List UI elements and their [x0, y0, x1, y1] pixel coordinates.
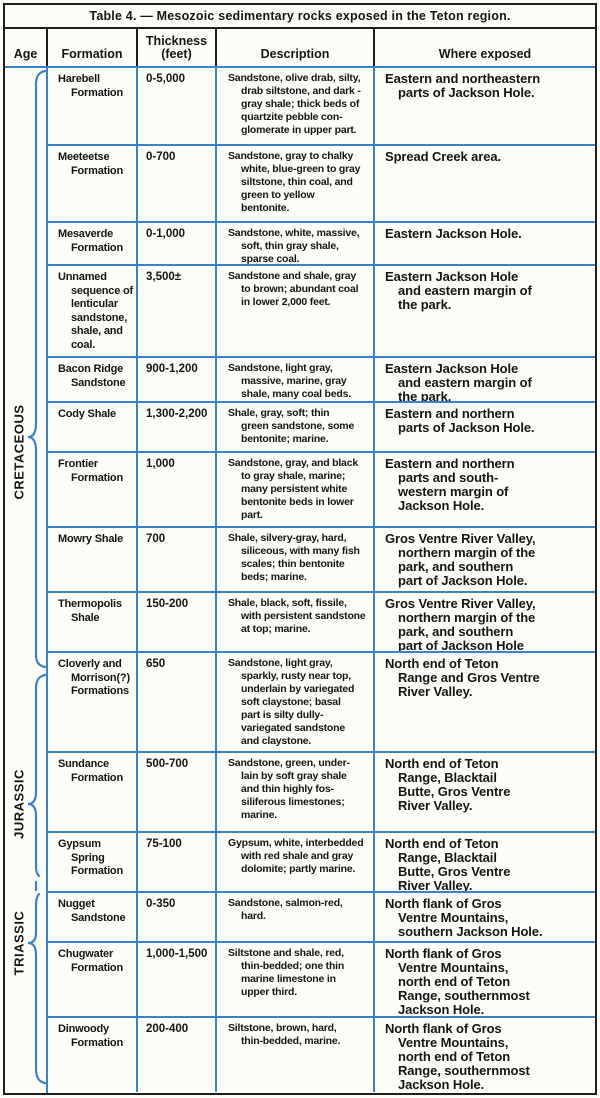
description-cell: Sandstone, salmon-red, hard.	[217, 893, 375, 941]
column-header-formation: Formation	[48, 29, 138, 66]
where-exposed-cell: Eastern Jackson Hole and eastern margin …	[385, 269, 532, 312]
thickness-cell: 0-1,000	[138, 223, 217, 264]
table-row: Chugwater Formation 1,000-1,500 Siltston…	[48, 943, 595, 1018]
description-cell: Gypsum, white, interbedded with red shal…	[217, 833, 375, 891]
formation-cell: Frontier Formation	[48, 453, 138, 526]
formation-cell: Sundance Formation	[48, 753, 138, 831]
header-row: Age Formation Thickness (feet) Descripti…	[5, 29, 595, 68]
where-exposed-cell: North flank of Gros Ventre Mountains, no…	[385, 1021, 530, 1092]
column-header-where-exposed: Where exposed	[438, 47, 532, 61]
formation-cell: Mowry Shale	[48, 528, 138, 591]
thickness-cell: 0-700	[138, 146, 217, 221]
thickness-cell: 0-5,000	[138, 68, 217, 144]
description-cell: Sandstone, light gray, massive, marine, …	[217, 358, 375, 401]
table-row: Mowry Shale 700 Shale, silvery-gray, har…	[48, 528, 595, 593]
table-row: Cody Shale 1,300-2,200 Shale, gray, soft…	[48, 403, 595, 453]
table-row: Frontier Formation 1,000 Sandstone, gray…	[48, 453, 595, 528]
where-exposed-cell: Gros Ventre River Valley, northern margi…	[385, 531, 536, 588]
thickness-cell: 1,000-1,500	[138, 943, 217, 1016]
thickness-cell: 3,500±	[138, 266, 217, 356]
thickness-cell: 900-1,200	[138, 358, 217, 401]
formation-cell: Harebell Formation	[48, 68, 138, 144]
formation-cell: Bacon Ridge Sandstone	[48, 358, 138, 401]
table-row: Nugget Sandstone 0-350 Sandstone, salmon…	[48, 893, 595, 943]
description-cell: Sandstone, gray, and black to gray shale…	[217, 453, 375, 526]
description-cell: Shale, black, soft, fissile, with persis…	[217, 593, 375, 651]
thickness-cell: 700	[138, 528, 217, 591]
age-column: CRETACEOUS JURASSIC TRIASSIC	[5, 68, 48, 1093]
thickness-cell: 650	[138, 653, 217, 751]
table-row: Mesaverde Formation 0-1,000 Sandstone, w…	[48, 223, 595, 266]
description-cell: Sandstone and shale, gray to brown; abun…	[217, 266, 375, 356]
thickness-cell: 1,300-2,200	[138, 403, 217, 451]
age-label-triassic: TRIASSIC	[11, 910, 27, 976]
thickness-cell: 150-200	[138, 593, 217, 651]
table-row: Dinwoody Formation 200-400 Siltstone, br…	[48, 1018, 595, 1092]
thickness-cell: 500-700	[138, 753, 217, 831]
column-header-age: Age	[5, 29, 48, 66]
formation-cell: Dinwoody Formation	[48, 1018, 138, 1092]
column-header-description: Description	[217, 29, 375, 66]
where-exposed-cell: Eastern and northeastern parts of Jackso…	[385, 71, 541, 100]
where-exposed-cell: Gros Ventre River Valley, northern margi…	[385, 596, 536, 652]
thickness-cell: 1,000	[138, 453, 217, 526]
thickness-cell: 200-400	[138, 1018, 217, 1092]
description-cell: Sandstone, olive drab, silty, drab silts…	[217, 68, 375, 144]
table-row: Meeteetse Formation 0-700 Sandstone, gra…	[48, 146, 595, 223]
description-cell: Siltstone, brown, hard, thin-bedded, mar…	[217, 1018, 375, 1092]
description-cell: Siltstone and shale, red, thin-bedded; o…	[217, 943, 375, 1016]
where-exposed-cell: Eastern Jackson Hole.	[385, 226, 522, 241]
table-title: Table 4. — Mesozoic sedimentary rocks ex…	[5, 5, 595, 29]
table-row: Cloverly and Morrison(?) Formations 650 …	[48, 653, 595, 753]
where-exposed-cell: North flank of Gros Ventre Mountains, no…	[385, 946, 530, 1017]
triassic-brace	[27, 892, 46, 1085]
table-row: Gypsum Spring Formation 75-100 Gypsum, w…	[48, 833, 595, 893]
formation-cell: Gypsum Spring Formation	[48, 833, 138, 891]
where-exposed-cell: North end of Teton Range, Blacktail Butt…	[385, 836, 511, 892]
age-bracket-braces	[27, 69, 46, 1085]
cretaceous-brace	[27, 69, 46, 669]
formation-cell: Cody Shale	[48, 403, 138, 451]
table-body: CRETACEOUS JURASSIC TRIASSIC Harebell Fo…	[5, 68, 595, 1093]
where-exposed-cell: Eastern and northern parts of Jackson Ho…	[385, 406, 535, 435]
formation-cell: Thermopolis Shale	[48, 593, 138, 651]
formation-cell: Nugget Sandstone	[48, 893, 138, 941]
description-cell: Shale, gray, soft; thin green sandstone,…	[217, 403, 375, 451]
table-row: Unnamed sequence of lenticular sandstone…	[48, 266, 595, 358]
thickness-cell: 0-350	[138, 893, 217, 941]
description-cell: Shale, silvery-gray, hard, siliceous, wi…	[217, 528, 375, 591]
description-cell: Sandstone, white, massive, soft, thin gr…	[217, 223, 375, 264]
where-exposed-cell: North end of Teton Range, Blacktail Butt…	[385, 756, 511, 813]
description-cell: Sandstone, light gray, sparkly, rusty ne…	[217, 653, 375, 751]
column-header-thickness: Thickness (feet)	[138, 29, 217, 66]
thickness-cell: 75-100	[138, 833, 217, 891]
table-row: Thermopolis Shale 150-200 Shale, black, …	[48, 593, 595, 653]
where-exposed-cell: Eastern and northern parts and south- we…	[385, 456, 515, 513]
formation-cell: Chugwater Formation	[48, 943, 138, 1016]
description-cell: Sandstone, green, under- lain by soft gr…	[217, 753, 375, 831]
table-row: Bacon Ridge Sandstone 900-1,200 Sandston…	[48, 358, 595, 403]
formation-cell: Unnamed sequence of lenticular sandstone…	[48, 266, 138, 356]
jurassic-brace	[27, 673, 46, 878]
formation-cell: Cloverly and Morrison(?) Formations	[48, 653, 138, 751]
description-cell: Sandstone, gray to chalky white, blue-gr…	[217, 146, 375, 221]
age-label-cretaceous: CRETACEOUS	[11, 404, 27, 500]
table-row: Harebell Formation 0-5,000 Sandstone, ol…	[48, 68, 595, 146]
formation-cell: Meeteetse Formation	[48, 146, 138, 221]
formation-rows: Harebell Formation 0-5,000 Sandstone, ol…	[48, 68, 595, 1093]
age-label-jurassic: JURASSIC	[11, 769, 27, 839]
where-exposed-cell: North end of Teton Range and Gros Ventre…	[385, 656, 540, 699]
formation-cell: Mesaverde Formation	[48, 223, 138, 264]
table-row: Sundance Formation 500-700 Sandstone, gr…	[48, 753, 595, 833]
where-exposed-cell: North flank of Gros Ventre Mountains, so…	[385, 896, 543, 939]
table-frame: Table 4. — Mesozoic sedimentary rocks ex…	[3, 3, 597, 1095]
where-exposed-cell: Spread Creek area.	[385, 149, 501, 164]
where-exposed-cell: Eastern Jackson Hole and eastern margin …	[385, 361, 532, 402]
